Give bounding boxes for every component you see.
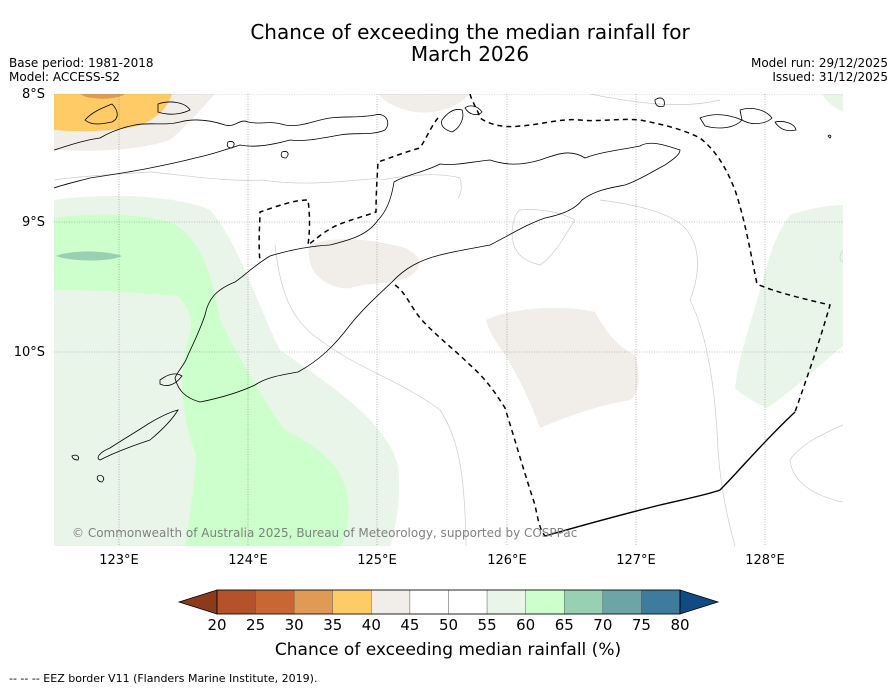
timor-island-coastline xyxy=(174,142,681,403)
copyright-notice: © Commonwealth of Australia 2025, Bureau… xyxy=(72,526,578,540)
colorbar-segment-45-50 xyxy=(409,589,449,615)
eez-border xyxy=(258,94,831,537)
colorbar-segment-65-70 xyxy=(564,589,604,615)
model-label: Model: ACCESS-S2 xyxy=(9,70,121,84)
lat-label-10s: 10°S xyxy=(13,345,45,360)
colorbar xyxy=(177,589,720,615)
band-40-45-central-south xyxy=(486,307,639,428)
colorbar-tick-55: 55 xyxy=(477,616,497,634)
coastlines xyxy=(54,97,832,483)
colorbar-extension-high xyxy=(679,589,720,615)
lon-label-126e: 126°E xyxy=(487,553,527,568)
lat-label-9s: 9°S xyxy=(21,215,45,230)
graticule xyxy=(54,94,843,546)
colorbar-tick-70: 70 xyxy=(593,616,613,634)
band-35-40-northwest xyxy=(54,94,172,132)
band-30-35-northwest xyxy=(80,94,125,99)
band-65-70-west xyxy=(56,251,122,261)
northern-islands-coastline xyxy=(54,114,389,189)
base-period-label: Base period: 1981-2018 xyxy=(9,56,154,70)
colorbar-tick-60: 60 xyxy=(516,616,536,634)
chart-title-line-2: March 2026 xyxy=(410,42,530,66)
colorbar-tick-45: 45 xyxy=(400,616,420,634)
lon-label-127e: 127°E xyxy=(616,553,656,568)
colorbar-tick-35: 35 xyxy=(323,616,343,634)
colorbar-segment-35-40 xyxy=(332,589,372,615)
colorbar-segment-60-65 xyxy=(525,589,565,615)
colorbar-label: Chance of exceeding median rainfall (%) xyxy=(274,640,622,660)
band-40-45-central-north xyxy=(308,239,419,289)
contour-lines xyxy=(54,94,843,546)
colorbar-segment-20-25 xyxy=(216,589,256,615)
issued-label: Issued: 31/12/2025 xyxy=(772,70,888,84)
colorbar-segment-30-35 xyxy=(293,589,333,615)
colorbar-tick-50: 50 xyxy=(438,616,459,634)
colorbar-tick-40: 40 xyxy=(361,616,381,634)
colorbar-tick-75: 75 xyxy=(631,616,651,634)
lat-label-8s: 8°S xyxy=(21,87,45,102)
chart-title-line-1: Chance of exceeding the median rainfall … xyxy=(250,20,690,44)
band-40-45-north xyxy=(378,94,470,113)
colorbar-segment-55-60 xyxy=(486,589,526,615)
band-60-65-west xyxy=(54,214,349,546)
colorbar-tick-25: 25 xyxy=(246,616,266,634)
eez-border-solid-segment xyxy=(544,411,796,537)
colorbar-outline xyxy=(216,589,681,615)
colorbar-segment-25-30 xyxy=(255,589,295,615)
model-run-label: Model run: 29/12/2025 xyxy=(750,56,888,70)
colorbar-tick-65: 65 xyxy=(554,616,574,634)
colorbar-segment-40-45 xyxy=(371,589,411,615)
colorbar-segment-50-55 xyxy=(448,589,488,615)
rote-island-coastline xyxy=(97,409,179,461)
lon-label-124e: 124°E xyxy=(228,553,268,568)
colorbar-extension-low xyxy=(177,589,218,615)
lon-label-123e: 123°E xyxy=(99,553,139,568)
eez-border-legend: -- -- -- EEZ border V11 (Flanders Marine… xyxy=(9,672,318,685)
band-55-60-east xyxy=(735,205,843,408)
colorbar-segment-70-75 xyxy=(602,589,642,615)
colorbar-tick-80: 80 xyxy=(670,616,690,634)
wetar-island-coastline xyxy=(441,109,464,133)
lon-label-125e: 125°E xyxy=(357,553,397,568)
colorbar-tick-30: 30 xyxy=(284,616,304,634)
colorbar-tick-20: 20 xyxy=(207,616,227,634)
lon-label-128e: 128°E xyxy=(745,553,785,568)
band-55-60-northeast xyxy=(822,94,843,112)
colorbar-segment-75-80 xyxy=(641,589,681,615)
